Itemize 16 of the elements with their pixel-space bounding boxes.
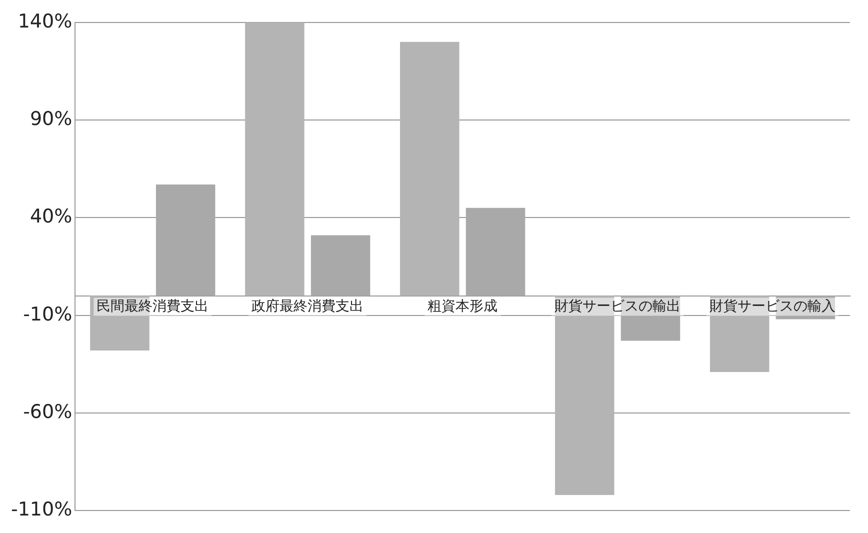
bar: [310, 235, 370, 296]
y-tick-label: -60%: [23, 400, 72, 423]
bar: [400, 42, 460, 296]
bar: [156, 184, 216, 296]
y-tick-label: 90%: [30, 108, 72, 130]
x-tick-label: 政府最終消費支出: [252, 298, 364, 314]
bar: [466, 208, 526, 296]
y-tick-label: -10%: [23, 303, 72, 326]
x-tick-label: 財貨サービスの輸入: [710, 298, 836, 314]
y-tick-label: 140%: [18, 10, 72, 32]
x-tick-label: 粗資本形成: [428, 298, 498, 314]
y-tick-label: 40%: [30, 206, 72, 228]
x-tick-label: 財貨サービスの輸出: [554, 298, 681, 314]
x-tick-label: 民間最終消費支出: [96, 298, 209, 314]
bar: [245, 22, 304, 296]
y-tick-label: -110%: [10, 498, 72, 521]
